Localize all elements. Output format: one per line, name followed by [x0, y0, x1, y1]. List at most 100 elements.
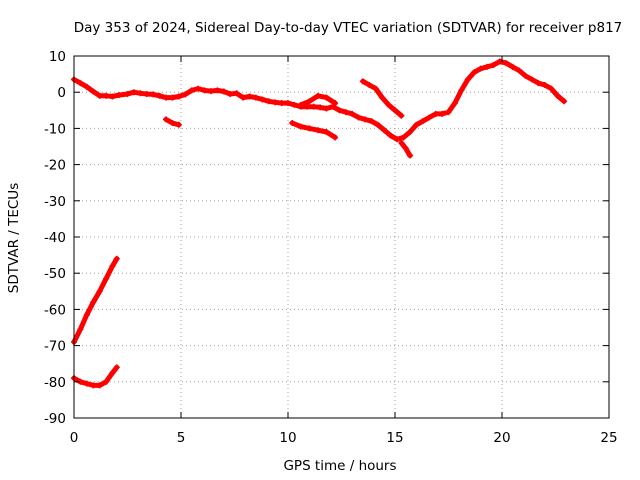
- data-point: [124, 91, 131, 98]
- data-point: [103, 275, 110, 282]
- data-point: [115, 92, 122, 99]
- y-tick-label: -30: [44, 194, 66, 210]
- data-point: [406, 152, 413, 159]
- data-point: [233, 90, 240, 97]
- data-point: [432, 110, 439, 117]
- data-point: [509, 63, 516, 70]
- data-point: [83, 311, 90, 318]
- data-point: [314, 92, 321, 99]
- data-point: [291, 101, 298, 108]
- data-point: [96, 382, 103, 389]
- data-point: [332, 100, 339, 107]
- y-tick-label: -10: [44, 121, 66, 137]
- data-point: [355, 114, 362, 121]
- data-point: [484, 63, 491, 70]
- data-point: [182, 91, 189, 98]
- data-point: [541, 81, 548, 88]
- gridlines: [74, 56, 609, 418]
- data-point: [464, 76, 471, 83]
- data-point: [317, 104, 324, 111]
- data-point: [130, 89, 137, 96]
- x-tick-label: 10: [279, 430, 296, 446]
- data-point: [426, 114, 433, 121]
- data-point: [306, 125, 313, 132]
- series-line: [289, 120, 338, 140]
- data-point: [195, 85, 202, 92]
- series-segment-4-5h: [163, 116, 182, 128]
- data-series: [71, 58, 568, 389]
- data-point: [103, 92, 110, 99]
- chart-title: Day 353 of 2024, Sidereal Day-to-day VTE…: [74, 20, 623, 36]
- data-point: [314, 127, 321, 134]
- y-tick-label: -50: [44, 266, 66, 282]
- data-point: [406, 129, 413, 136]
- data-point: [252, 94, 259, 101]
- data-point: [323, 129, 330, 136]
- x-tick-label: 20: [493, 430, 510, 446]
- y-tick-label: -20: [44, 158, 66, 174]
- data-point: [398, 112, 405, 119]
- data-point: [372, 85, 379, 92]
- data-point: [90, 88, 97, 95]
- data-point: [554, 92, 561, 99]
- data-point: [169, 94, 176, 101]
- data-point: [402, 145, 409, 152]
- data-point: [90, 382, 97, 389]
- data-point: [227, 91, 234, 98]
- data-point: [362, 116, 369, 123]
- data-point: [214, 87, 221, 94]
- x-axis-label: GPS time / hours: [283, 458, 396, 474]
- y-tick-label: 0: [57, 85, 66, 101]
- data-point: [175, 121, 182, 128]
- data-point: [379, 94, 386, 101]
- data-point: [323, 105, 330, 112]
- data-point: [207, 88, 214, 95]
- data-point: [113, 255, 120, 262]
- data-point: [528, 76, 535, 83]
- data-point: [143, 91, 150, 98]
- data-point: [310, 103, 317, 110]
- data-point: [349, 110, 356, 117]
- x-tick-label: 0: [70, 430, 79, 446]
- data-point: [306, 98, 313, 105]
- y-tick-label: -70: [44, 339, 66, 355]
- series-main-trace: [71, 58, 568, 143]
- data-point: [535, 80, 542, 87]
- data-point: [445, 109, 452, 116]
- data-point: [413, 121, 420, 128]
- data-point: [240, 94, 247, 101]
- data-point: [96, 288, 103, 295]
- data-point: [297, 101, 304, 108]
- data-point: [109, 369, 116, 376]
- data-point: [342, 109, 349, 116]
- data-point: [259, 96, 266, 103]
- data-point: [278, 100, 285, 107]
- data-point: [387, 132, 394, 139]
- data-point: [548, 85, 555, 92]
- data-point: [96, 92, 103, 99]
- data-point: [163, 116, 170, 123]
- series-steep-segment: [71, 255, 120, 345]
- data-point: [169, 119, 176, 126]
- data-point: [289, 119, 296, 126]
- data-point: [77, 80, 84, 87]
- x-tick-label: 15: [386, 430, 403, 446]
- data-point: [503, 60, 510, 67]
- data-point: [246, 93, 253, 100]
- data-point: [156, 92, 163, 99]
- series-line: [71, 256, 120, 345]
- data-point: [150, 91, 157, 98]
- data-point: [400, 134, 407, 141]
- data-point: [392, 107, 398, 114]
- data-point: [220, 88, 227, 95]
- data-point: [394, 136, 401, 143]
- series-segment-13-15h: [359, 78, 405, 119]
- data-point: [272, 99, 279, 106]
- x-tick-label: 25: [600, 430, 617, 446]
- data-point: [109, 262, 116, 269]
- data-point: [265, 98, 272, 105]
- data-point: [477, 65, 484, 72]
- y-tick-label: -60: [44, 302, 66, 318]
- data-point: [175, 93, 182, 100]
- data-point: [137, 90, 144, 97]
